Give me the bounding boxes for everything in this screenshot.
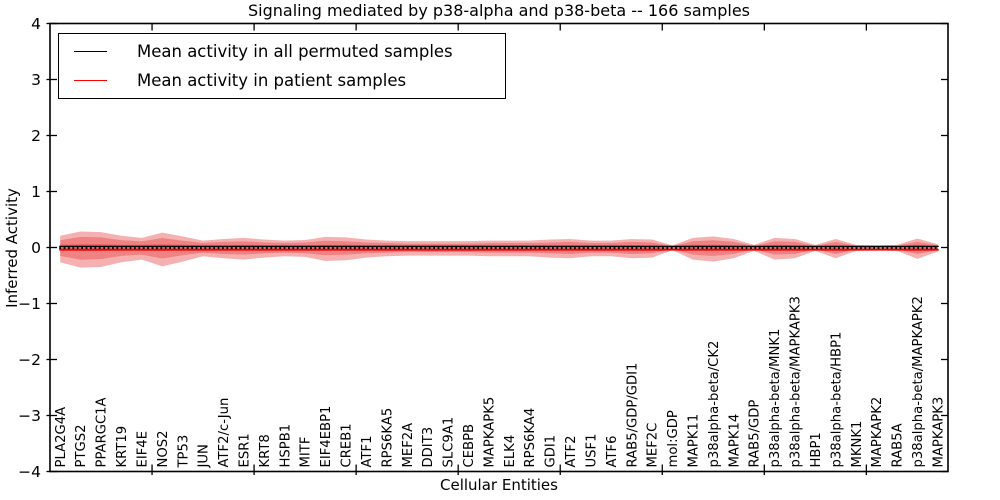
y-tick-label: −1 <box>18 295 41 313</box>
x-tick-label: DDIT3 <box>421 427 436 468</box>
x-tick-label: MEF2C <box>646 423 661 468</box>
x-tick-label: p38alpha-beta/MNK1 <box>768 329 783 468</box>
y-tick-label: −2 <box>18 351 41 369</box>
x-tick-label: CREB1 <box>340 423 355 467</box>
x-tick-label: PTGS2 <box>74 425 89 468</box>
x-axis-title: Cellular Entities <box>440 476 558 494</box>
x-tick-label: KRT8 <box>258 434 273 467</box>
x-tick-label: MKNK1 <box>850 421 865 468</box>
x-tick-label: RAB5/GDP <box>748 400 763 468</box>
x-tick-label: SLC9A1 <box>442 417 457 468</box>
x-tick-label: HSPB1 <box>278 424 293 468</box>
x-tick-label: USF1 <box>584 434 599 468</box>
x-tick-label: RPS6KA4 <box>523 408 538 468</box>
y-tick-label: −3 <box>18 407 41 425</box>
y-tick-label: 1 <box>31 183 41 201</box>
x-tick-label: RAB5A <box>891 423 906 467</box>
x-tick-label: ESR1 <box>237 433 252 467</box>
y-tick-label: 4 <box>31 15 41 33</box>
x-tick-label: p38alpha-beta/MAPKAPK3 <box>789 296 804 467</box>
y-axis-title: Inferred Activity <box>3 188 21 308</box>
x-tick-label: MITF <box>299 437 314 468</box>
x-tick-label: ELK4 <box>503 435 518 468</box>
legend-label-permuted: Mean activity in all permuted samples <box>137 42 453 61</box>
legend-label-patient: Mean activity in patient samples <box>137 71 407 90</box>
x-tick-label: RPS6KA5 <box>380 408 395 468</box>
legend-entry-patient: Mean activity in patient samples <box>59 66 505 95</box>
x-tick-label: KRT19 <box>115 426 130 468</box>
y-tick-label: 2 <box>31 127 41 145</box>
x-tick-label: TP53 <box>176 435 191 469</box>
x-tick-label: ATF2 <box>564 435 579 467</box>
x-tick-label: EIF4EBP1 <box>319 406 334 468</box>
legend-line-red-icon <box>74 80 107 81</box>
x-tick-label: GDI1 <box>544 435 559 468</box>
x-tick-label: ATF2/c-Jun <box>217 398 232 468</box>
x-tick-label: MEF2A <box>401 423 416 468</box>
y-tick-label: 3 <box>31 71 41 89</box>
x-tick-label: p38alpha-beta/MAPKAPK2 <box>911 296 926 467</box>
x-tick-label: p38alpha-beta/HBP1 <box>829 332 844 468</box>
x-tick-label: MAPK14 <box>727 414 742 468</box>
x-tick-label: RAB5/GDP/GDI1 <box>625 363 640 468</box>
x-tick-label: ATF6 <box>605 435 620 467</box>
y-tick-label: −4 <box>18 463 41 481</box>
legend: Mean activity in all permuted samples Me… <box>58 33 506 99</box>
x-tick-label: PLA2G4A <box>54 407 69 468</box>
x-tick-label: HBP1 <box>809 432 824 467</box>
x-tick-label: MAPK11 <box>686 414 701 468</box>
x-tick-label: MAPKAPK2 <box>870 397 885 468</box>
chart-title: Signaling mediated by p38-alpha and p38-… <box>247 1 750 20</box>
x-tick-label: NOS2 <box>156 430 171 467</box>
y-tick-label: 0 <box>31 239 41 257</box>
x-tick-label: EIF4E <box>135 431 150 468</box>
x-tick-label: PPARGC1A <box>95 397 110 467</box>
x-tick-label: p38alpha-beta/CK2 <box>707 341 722 468</box>
legend-entry-permuted: Mean activity in all permuted samples <box>59 37 505 66</box>
band-activity-spread-mid <box>60 236 938 260</box>
x-tick-label: mol:GDP <box>666 410 681 467</box>
legend-line-black-icon <box>74 51 107 52</box>
x-tick-label: MAPKAPK5 <box>482 397 497 468</box>
x-tick-label: JUN <box>197 444 212 468</box>
x-tick-label: ATF1 <box>360 435 375 467</box>
x-tick-label: CEBPB <box>462 424 477 468</box>
x-tick-label: MAPKAPK3 <box>931 397 946 468</box>
